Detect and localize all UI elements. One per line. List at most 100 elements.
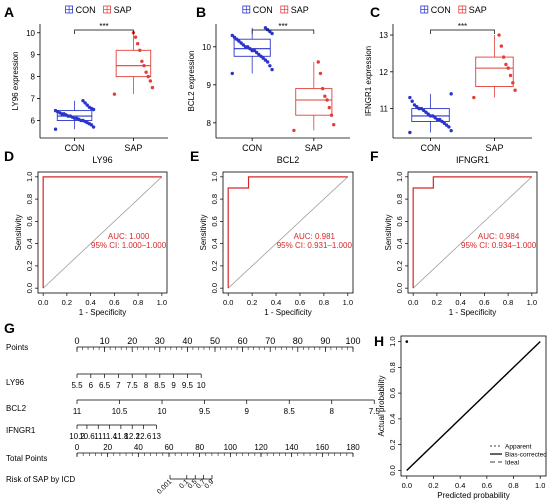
y-axis-label: IFNGR1 expression [364, 46, 373, 116]
y-tick-label: 9 [31, 51, 36, 60]
y-tick-label: 12 [379, 68, 388, 77]
data-point [243, 45, 248, 49]
data-point [250, 48, 254, 53]
significance-bracket [251, 29, 315, 34]
nomogram-row-label: Risk of SAP by ICD [6, 475, 75, 484]
data-point [148, 79, 153, 83]
data-point [259, 54, 263, 58]
data-point [292, 128, 296, 133]
y-axis-label: Actual probability [377, 376, 386, 437]
plot-frame [407, 171, 538, 294]
x-tick-label: 0.0 [38, 298, 48, 307]
panel-d: D LY96 0.0 0.0 0.2 0.2 0.4 0.4 0.6 0.6 0.8 0.8 1.0 1.… [4, 148, 168, 317]
y-tick-label: 0.4 [25, 238, 34, 248]
nomogram-tick-label: 80 [195, 443, 204, 452]
data-point [323, 94, 327, 98]
nomogram-tick-label: 20 [127, 336, 137, 346]
data-point [87, 105, 92, 110]
panel-e: E BCL2 0.0 0.0 0.2 0.2 0.4 0.4 0.6 0.6 0.8 0.8 1.0 1.… [190, 148, 354, 317]
panel-letter: E [190, 148, 199, 164]
nomogram-tick-label: 0.7 [195, 478, 207, 490]
y-axis-label: Sensitivity [14, 214, 23, 250]
ci-label: 95% CI: 0.931–1.000 [277, 241, 353, 250]
nomogram-tick-label: 6.5 [99, 381, 111, 390]
panel-a: A CON SAP 6 7 8 9 10 CON SAP LY96 expression *** [4, 4, 168, 153]
nomogram-tick-label: 8 [144, 381, 149, 390]
data-point [506, 66, 510, 70]
y-axis-label: Sensitivity [384, 214, 393, 250]
y-tick-label: 0.0 [25, 283, 34, 293]
data-point [449, 128, 453, 133]
y-tick-label: 10 [26, 29, 35, 38]
y-tick-label: 11 [380, 105, 389, 114]
nomogram-tick-label: 6 [89, 381, 94, 390]
data-point [513, 88, 517, 92]
nomogram-tick-label: 120 [254, 443, 268, 452]
nomogram-tick-label: 8.5 [284, 407, 296, 416]
data-point [85, 103, 89, 107]
data-point [508, 73, 513, 78]
data-point [504, 62, 508, 67]
plot-frame [400, 335, 547, 477]
y-tick-label: 0.2 [210, 261, 219, 271]
x-tick-label: 1.0 [527, 298, 537, 307]
x-tick-label: CON [242, 143, 262, 153]
nomogram-tick-label: 0.9 [204, 478, 216, 490]
x-tick-label: 0.2 [428, 481, 438, 490]
nomogram-tick-label: 60 [238, 336, 248, 346]
x-tick-label: 0.0 [223, 298, 233, 307]
nomogram-tick-label: 10 [197, 381, 206, 390]
nomogram-tick-label: 40 [182, 336, 192, 346]
data-point [408, 95, 412, 100]
y-tick-label: 0.0 [388, 465, 397, 475]
nomogram-tick-label: 11 [73, 407, 82, 416]
box-con [411, 108, 450, 122]
data-point [142, 63, 146, 68]
nomogram-row-label: Total Points [6, 454, 47, 463]
nomogram-tick-label: 30 [155, 336, 165, 346]
roc-curve [412, 176, 532, 289]
x-tick-label: 1.0 [343, 298, 353, 307]
nomogram-tick-label: 0 [75, 443, 80, 452]
nomogram-tick-label: 10.2 [69, 432, 85, 441]
y-tick-label: 0.0 [210, 283, 219, 293]
x-axis-label: 1 - Specificity [79, 308, 127, 317]
x-tick-label: 0.2 [62, 298, 72, 307]
data-point [270, 67, 274, 72]
nomogram-tick-label: 100 [224, 443, 238, 452]
legend-label: Bias-corrected [505, 452, 547, 459]
y-tick-label: 0.6 [210, 216, 219, 226]
nomogram-tick-label: 50 [210, 336, 220, 346]
x-tick-label: 1.0 [157, 298, 167, 307]
nomogram-tick-label: 0.5 [187, 478, 199, 490]
x-tick-label: 0.4 [455, 298, 465, 307]
legend-label-sap: SAP [114, 5, 132, 15]
y-tick-label: 6 [31, 116, 36, 125]
roc-curve [42, 176, 162, 289]
panel-letter: F [370, 148, 379, 164]
y-tick-label: 1.0 [25, 172, 34, 182]
data-point [254, 50, 259, 55]
nomogram-tick-label: 10 [100, 336, 110, 346]
nomogram-tick-label: 40 [134, 443, 143, 452]
roc-title: LY96 [92, 155, 112, 165]
ci-label: 95% CI: 0.934–1.000 [461, 241, 537, 250]
nomogram-tick-label: 60 [165, 443, 174, 452]
roc-title: BCL2 [277, 155, 300, 165]
auc-label: AUC: 0.981 [294, 232, 336, 241]
data-point [257, 52, 261, 57]
diagonal-reference [412, 176, 533, 289]
x-tick-label: 0.8 [319, 298, 329, 307]
calibration-line-ideal [406, 341, 541, 471]
data-point [329, 113, 334, 117]
x-tick-label: 0.4 [271, 298, 281, 307]
panel-h: H 0.0 0.0 0.2 0.2 0.4 0.4 0.6 0.6 0.8 0.8 1.0 1.0 Pre… [374, 333, 547, 500]
y-tick-label: 1.0 [210, 172, 219, 182]
x-tick-label: 0.2 [247, 298, 257, 307]
nomogram-tick-label: 90 [320, 336, 330, 346]
x-tick-label: 0.6 [295, 298, 305, 307]
plot-frame [37, 171, 168, 294]
x-tick-label: CON [421, 143, 441, 153]
nomogram-tick-label: 0.1 [178, 478, 190, 490]
